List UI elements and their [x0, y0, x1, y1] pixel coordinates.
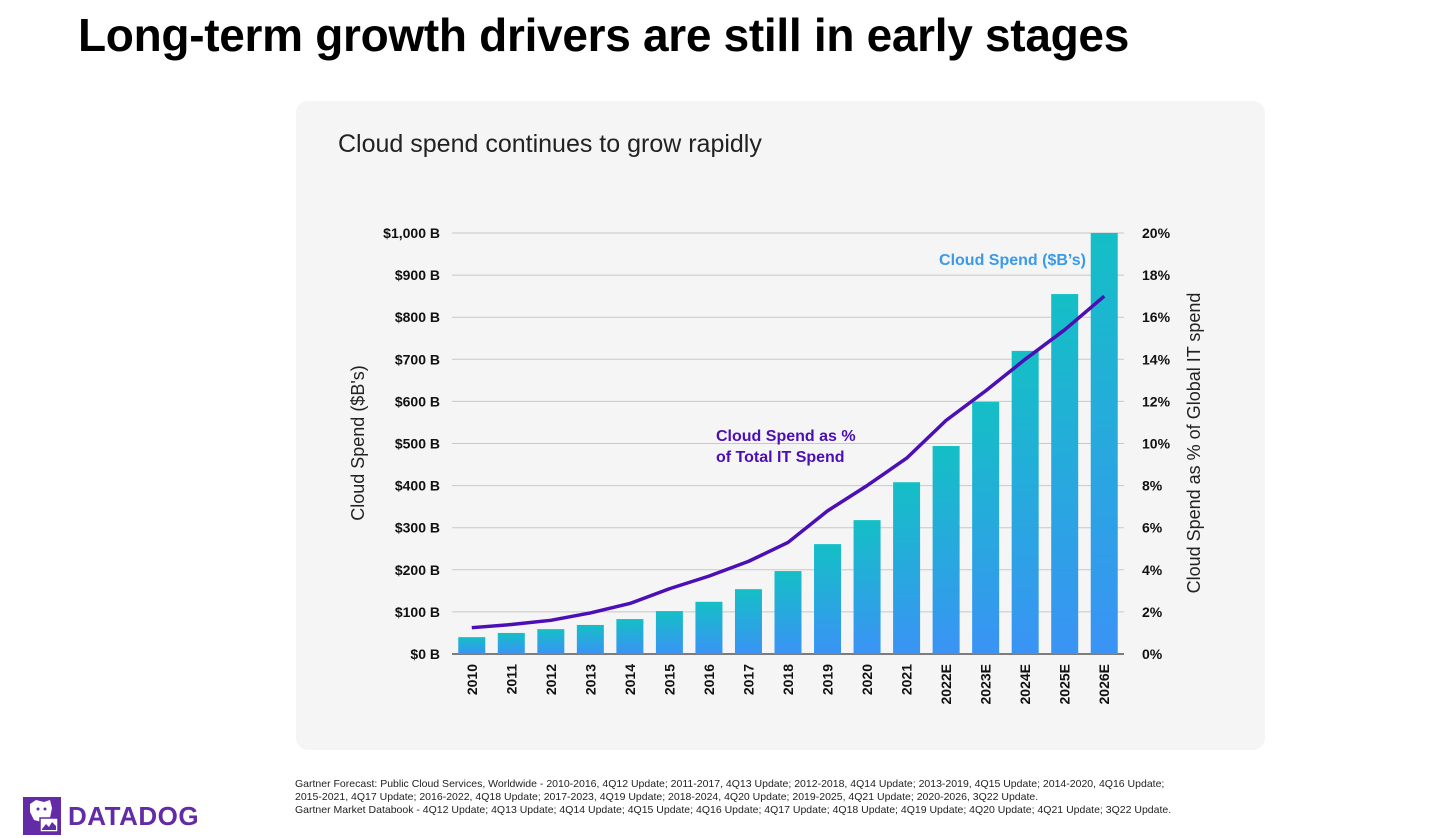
y-tick-label: $800 B [395, 309, 440, 325]
bar [853, 520, 881, 654]
bar [814, 544, 842, 654]
y-tick-label: $500 B [395, 436, 440, 452]
bar [537, 629, 565, 654]
x-tick-label: 2024E [1017, 664, 1033, 704]
y2-tick-label: 2% [1142, 604, 1163, 620]
chart-title: Cloud spend continues to grow rapidly [338, 130, 762, 158]
bar [893, 482, 921, 654]
bar [774, 571, 802, 654]
x-tick-label: 2016 [701, 664, 717, 695]
x-tick-label: 2010 [464, 664, 480, 695]
x-tick-label: 2025E [1057, 664, 1073, 704]
y-tick-label: $1,000 B [383, 225, 440, 241]
y-tick-label: $900 B [395, 267, 440, 283]
x-tick-label: 2023E [978, 664, 994, 704]
x-tick-label: 2014 [622, 664, 638, 695]
x-tick-label: 2021 [899, 664, 915, 695]
y2-tick-label: 16% [1142, 309, 1171, 325]
y-tick-label: $0 B [410, 646, 440, 662]
bar [932, 446, 960, 654]
y2-axis-label: Cloud Spend as % of Global IT spend [1184, 293, 1204, 594]
y2-tick-label: 14% [1142, 351, 1171, 367]
datadog-dog-icon [23, 797, 61, 835]
bar [655, 611, 683, 654]
y-tick-label: $200 B [395, 562, 440, 578]
y2-tick-label: 8% [1142, 478, 1163, 494]
x-tick-label: 2026E [1096, 664, 1112, 704]
y-tick-label: $600 B [395, 393, 440, 409]
footnote-line: Gartner Market Databook - 4Q12 Update; 4… [295, 804, 1172, 816]
bar [972, 401, 1000, 654]
line-series-label: of Total IT Spend [716, 449, 845, 466]
x-tick-label: 2015 [661, 664, 677, 695]
bar [576, 624, 604, 654]
y2-tick-label: 18% [1142, 267, 1171, 283]
x-tick-label: 2017 [740, 664, 756, 695]
y2-tick-label: 20% [1142, 225, 1171, 241]
x-tick-label: 2022E [938, 664, 954, 704]
y-tick-label: $300 B [395, 520, 440, 536]
y2-tick-label: 0% [1142, 646, 1163, 662]
footnote-line: Gartner Forecast: Public Cloud Services,… [295, 778, 1165, 790]
bar [1051, 294, 1079, 654]
datadog-logo: DATADOG [22, 796, 199, 836]
bar [497, 632, 525, 654]
y-tick-label: $100 B [395, 604, 440, 620]
chart: $0 B 0% $100 B 2% $200 B 4% $300 B 6% $400 B 8% $5… [348, 225, 1204, 704]
footnote: Gartner Forecast: Public Cloud Services,… [295, 778, 1171, 817]
footnote-line: 2015-2021, 4Q17 Update; 2016-2022, 4Q18 … [295, 791, 1039, 803]
y2-tick-label: 10% [1142, 436, 1171, 452]
slide-title: Long-term growth drivers are still in ea… [78, 9, 1129, 61]
x-tick-label: 2012 [543, 664, 559, 695]
x-tick-label: 2018 [780, 664, 796, 695]
bar [458, 637, 486, 654]
y-tick-label: $700 B [395, 351, 440, 367]
y-tick-label: $400 B [395, 478, 440, 494]
line-series-label: Cloud Spend as % [716, 428, 856, 445]
percent-line [471, 294, 1106, 630]
y2-tick-label: 4% [1142, 562, 1163, 578]
y2-tick-label: 6% [1142, 520, 1163, 536]
logo-text: DATADOG [68, 800, 200, 831]
x-tick-label: 2013 [582, 664, 598, 695]
bar [1011, 350, 1039, 654]
y-axis-label: Cloud Spend ($B's) [348, 365, 368, 521]
bar [695, 601, 723, 654]
x-tick-label: 2011 [503, 664, 519, 695]
bar-series-label: Cloud Spend ($B’s) [939, 252, 1086, 269]
bar [616, 619, 644, 654]
y2-tick-label: 12% [1142, 393, 1171, 409]
x-tick-label: 2020 [859, 664, 875, 695]
x-tick-label: 2019 [820, 664, 836, 695]
bar [734, 589, 762, 654]
